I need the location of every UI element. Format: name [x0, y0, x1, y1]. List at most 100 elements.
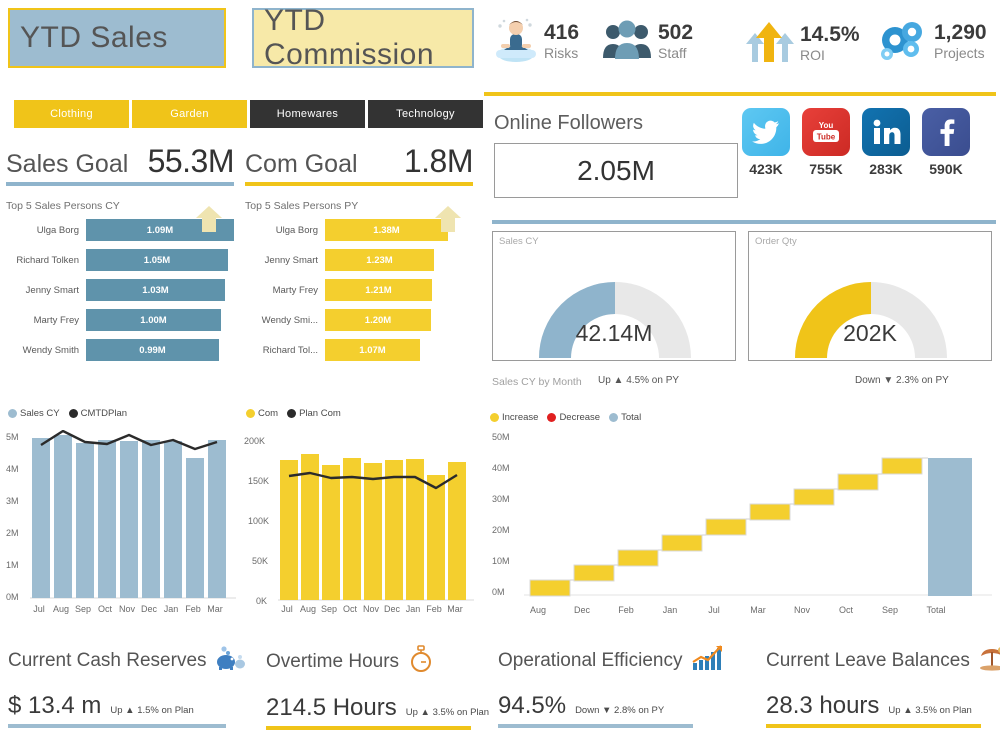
person-name: Richard Tol...: [262, 344, 318, 356]
list-item[interactable]: Ulga Borg 1.09M: [6, 219, 234, 241]
ytick: 40M: [492, 463, 510, 473]
person-name: Jenny Smart: [264, 254, 318, 266]
list-item[interactable]: Richard Tolken 1.05M: [6, 249, 234, 271]
tab-technology-label: Technology: [396, 108, 455, 120]
gauge-order-qty-note: Down ▼ 2.3% on PY: [855, 375, 949, 386]
bottom-card-leave-balances[interactable]: Current Leave Balances 28.3 hours Up ▲ 3…: [766, 645, 1000, 728]
list-item[interactable]: Wendy Smi... 1.20M: [245, 309, 473, 331]
list-item[interactable]: Jenny Smart 1.03M: [6, 279, 234, 301]
overtime-hours-rule: [266, 726, 471, 730]
list-item[interactable]: Richard Tol... 1.07M: [245, 339, 473, 361]
legend-item[interactable]: CMTDPlan: [68, 408, 128, 419]
com-goal-person-list: Ulga Borg 1.38M Jenny Smart 1.23M Marty …: [245, 219, 473, 361]
social-facebook[interactable]: 590K: [922, 108, 970, 177]
ytd-commission-title-box[interactable]: YTD Commission: [252, 4, 474, 71]
gauge-order-qty-value: 202K: [843, 320, 897, 346]
facebook-icon: [922, 108, 970, 156]
legend-item[interactable]: Plan Com: [287, 408, 341, 419]
legend-item[interactable]: Total: [609, 412, 641, 423]
followers-divider: [492, 220, 996, 224]
ytd-sales-label: YTD Sales: [20, 21, 168, 54]
online-followers-total: 2.05M: [577, 154, 655, 186]
legend-item[interactable]: Decrease: [547, 412, 600, 423]
list-item[interactable]: Ulga Borg 1.38M: [245, 219, 473, 241]
sales-goal-value: 55.3M: [147, 143, 235, 179]
list-item[interactable]: Jenny Smart 1.23M: [245, 249, 473, 271]
bottom-card-cash-reserves[interactable]: Current Cash Reserves $ 13.4 m Up ▲ 1.5%…: [8, 645, 245, 728]
leave-balances-title: Current Leave Balances: [766, 649, 970, 671]
xtick: Jul: [33, 604, 45, 614]
cash-reserves-value: $ 13.4 m: [8, 692, 102, 719]
people-group-icon: [602, 16, 652, 67]
kpi-projects-value: 1,290: [934, 21, 987, 45]
xtick: Aug: [52, 604, 69, 614]
com-goal-title: Com Goal: [245, 150, 358, 178]
legend-item[interactable]: Increase: [490, 412, 538, 423]
xtick: Mar: [207, 604, 223, 614]
person-name: Wendy Smi...: [261, 314, 318, 326]
legend-label: Com: [258, 408, 279, 419]
xtick: Dec: [383, 604, 400, 614]
person-name: Jenny Smart: [25, 284, 79, 296]
sales-goal-rule: [6, 182, 234, 186]
kpi-risks[interactable]: 416 Risks: [494, 14, 579, 69]
bottom-card-operational-efficiency[interactable]: Operational Efficiency 94.5% Down ▼ 2: [498, 645, 728, 728]
tab-homewares[interactable]: Homewares: [250, 100, 365, 128]
legend-swatch: [68, 409, 78, 418]
person-name: Marty Frey: [33, 314, 79, 326]
ytick: 30M: [492, 494, 510, 504]
kpi-projects[interactable]: 1,290 Projects: [878, 14, 987, 69]
kpi-roi[interactable]: 14.5% ROI: [744, 20, 860, 67]
operational-efficiency-title: Operational Efficiency: [498, 649, 683, 671]
kpi-staff-label: Staff: [658, 45, 687, 62]
legend-swatch: [547, 413, 557, 422]
piggy-bank-icon: [215, 645, 245, 676]
gauge-order-qty[interactable]: Order Qty 202K: [748, 231, 992, 361]
com-goal-value: 1.8M: [403, 143, 474, 179]
leave-balances-delta: Up ▲ 3.5% on Plan: [888, 705, 972, 716]
social-network-list: 423K You Tube 755K 283K: [742, 108, 970, 177]
tab-clothing[interactable]: Clothing: [14, 100, 129, 128]
person-bar: 1.00M: [86, 309, 221, 331]
list-item[interactable]: Wendy Smith 0.99M: [6, 339, 234, 361]
chart-commission-plot: [278, 454, 474, 601]
tab-technology[interactable]: Technology: [368, 100, 483, 128]
legend-swatch: [8, 409, 17, 418]
xtick: Jan: [662, 605, 678, 615]
ytick: 5M: [6, 432, 19, 442]
twitter-icon: [742, 108, 790, 156]
ytick: 0M: [6, 592, 19, 602]
linkedin-icon: [862, 108, 910, 156]
person-name: Ulga Borg: [275, 224, 318, 236]
legend-item[interactable]: Sales CY: [8, 408, 60, 419]
xtick: Dec: [573, 605, 590, 615]
list-item[interactable]: Marty Frey 1.21M: [245, 279, 473, 301]
legend-label: Plan Com: [299, 408, 341, 419]
person-bar: 1.38M: [325, 219, 448, 241]
social-twitter[interactable]: 423K: [742, 108, 790, 177]
com-goal-subtitle: Top 5 Sales Persons PY: [245, 200, 359, 212]
person-bar: 1.03M: [86, 279, 225, 301]
kpi-staff[interactable]: 502 Staff: [602, 16, 693, 67]
social-youtube[interactable]: You Tube 755K: [802, 108, 850, 177]
operational-efficiency-delta: Down ▼ 2.8% on PY: [575, 705, 665, 716]
operational-efficiency-value: 94.5%: [498, 692, 567, 719]
ytd-sales-title-box[interactable]: YTD Sales: [8, 8, 226, 68]
tab-garden[interactable]: Garden: [132, 100, 247, 128]
legend-item[interactable]: Com: [246, 408, 278, 419]
bottom-card-overtime-hours[interactable]: Overtime Hours 214.5 Hours Up ▲ 3.5% on …: [266, 645, 489, 730]
gears-icon: [878, 14, 928, 69]
tab-garden-label: Garden: [170, 108, 209, 120]
list-item[interactable]: Marty Frey 1.00M: [6, 309, 234, 331]
kpi-projects-label: Projects: [934, 45, 985, 62]
person-bar: 1.23M: [325, 249, 434, 271]
sales-goal-subtitle: Top 5 Sales Persons CY: [6, 200, 120, 212]
kpi-roi-label: ROI: [800, 47, 825, 64]
legend-label: CMTDPlan: [80, 408, 128, 419]
meditating-person-icon: [494, 14, 538, 69]
ytick: 0K: [256, 596, 268, 606]
gauge-sales-cy[interactable]: Sales CY 42.14M: [492, 231, 736, 361]
gauge-sales-cy-note: Up ▲ 4.5% on PY: [598, 375, 680, 386]
social-linkedin[interactable]: 283K: [862, 108, 910, 177]
person-name: Ulga Borg: [36, 224, 79, 236]
